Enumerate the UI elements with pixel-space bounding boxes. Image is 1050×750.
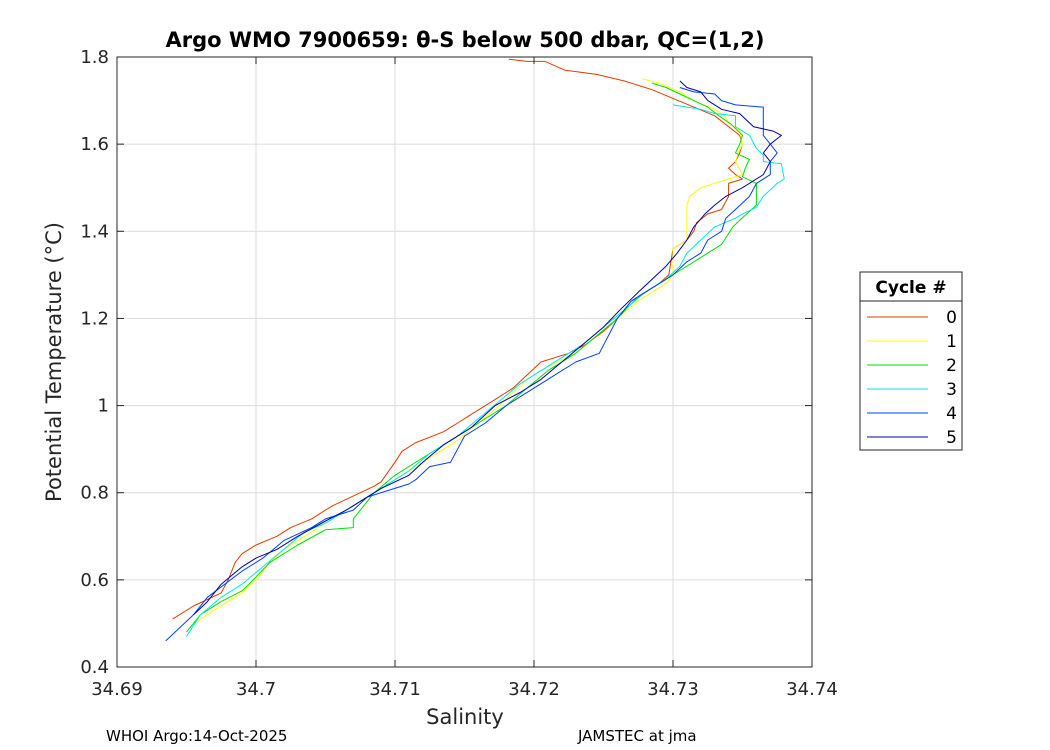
legend-label-cycle-2: 2 [946,356,957,376]
legend-label-cycle-5: 5 [946,428,957,448]
x-axis-label: Salinity [426,705,504,729]
x-tick-label: 34.74 [786,679,838,700]
y-tick-label: 1.8 [80,47,109,68]
y-tick-label: 0.6 [80,570,109,591]
x-tick-label: 34.72 [508,679,560,700]
y-axis-label: Potential Temperature (°C) [42,222,66,502]
chart-title: Argo WMO 7900659: θ-S below 500 dbar, QC… [166,28,765,52]
x-tick-label: 34.73 [647,679,699,700]
y-tick-label: 1.2 [80,308,109,329]
x-tick-label: 34.71 [369,679,421,700]
legend: Cycle #0 1 2 3 4 5 [859,271,963,451]
legend-label-cycle-1: 1 [946,332,957,352]
y-tick-label: 0.4 [80,657,109,678]
footer-left: WHOI Argo:14-Oct-2025 [106,727,287,745]
grid-lines [117,57,812,667]
legend-label-cycle-4: 4 [946,404,957,424]
footer-right: JAMSTEC at jma [577,727,697,745]
y-tick-label: 1 [98,396,109,417]
y-tick-label: 0.8 [80,483,109,504]
x-tick-label: 34.7 [236,679,276,700]
x-tick-label: 34.69 [91,679,143,700]
axis-ticks: 34.69 34.7 34.71 34.72 34.73 34.74 0.4 0.6 0.8 1 1… [80,47,837,700]
legend-box [859,271,963,451]
series-line-cycle-0 [172,58,743,620]
series-line-cycle-5 [193,80,782,616]
series-line-cycle-2 [186,82,757,633]
legend-label-cycle-0: 0 [946,308,957,328]
axes-box [116,56,813,668]
y-tick-label: 1.6 [80,134,109,155]
y-tick-label: 1.4 [80,221,109,242]
series-line-cycle-1 [193,78,743,624]
series-lines [165,58,785,642]
legend-label-cycle-3: 3 [946,380,957,400]
legend-title: Cycle # [875,278,946,298]
